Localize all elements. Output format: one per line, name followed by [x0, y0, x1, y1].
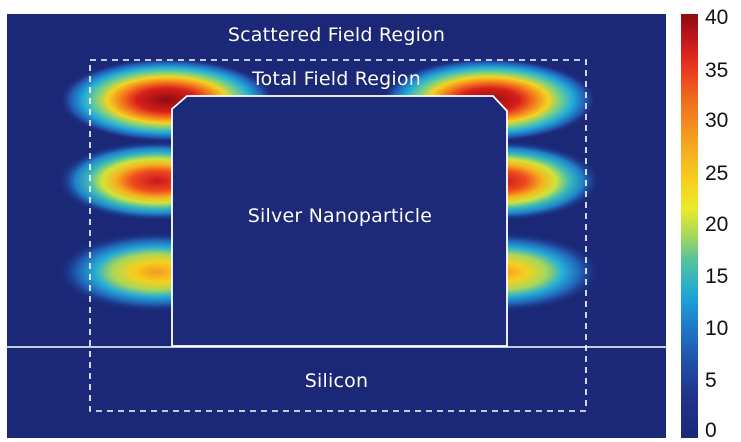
silicon-label: Silicon [304, 370, 369, 392]
colorbar-tick: 0 [705, 419, 717, 442]
field-intensity-plot: Scattered Field Region Total Field Regio… [7, 14, 666, 438]
colorbar-tick: 25 [705, 162, 729, 185]
colorbar-tick: 35 [705, 59, 729, 82]
total-field-boundary [89, 59, 587, 412]
colorbar-tick: 40 [705, 6, 729, 29]
colorbar-tick: 10 [705, 317, 729, 340]
nanoparticle-label: Silver Nanoparticle [247, 205, 433, 227]
colorbar [681, 14, 698, 438]
colorbar-tick: 5 [705, 369, 717, 392]
total-field-label: Total Field Region [252, 68, 421, 90]
colorbar-tick: 20 [705, 213, 729, 236]
scattered-field-label: Scattered Field Region [227, 24, 446, 46]
colorbar-tick: 30 [705, 109, 729, 132]
colorbar-tick: 15 [705, 265, 729, 288]
silver-nanoparticle [171, 95, 508, 347]
field-map [7, 58, 666, 412]
